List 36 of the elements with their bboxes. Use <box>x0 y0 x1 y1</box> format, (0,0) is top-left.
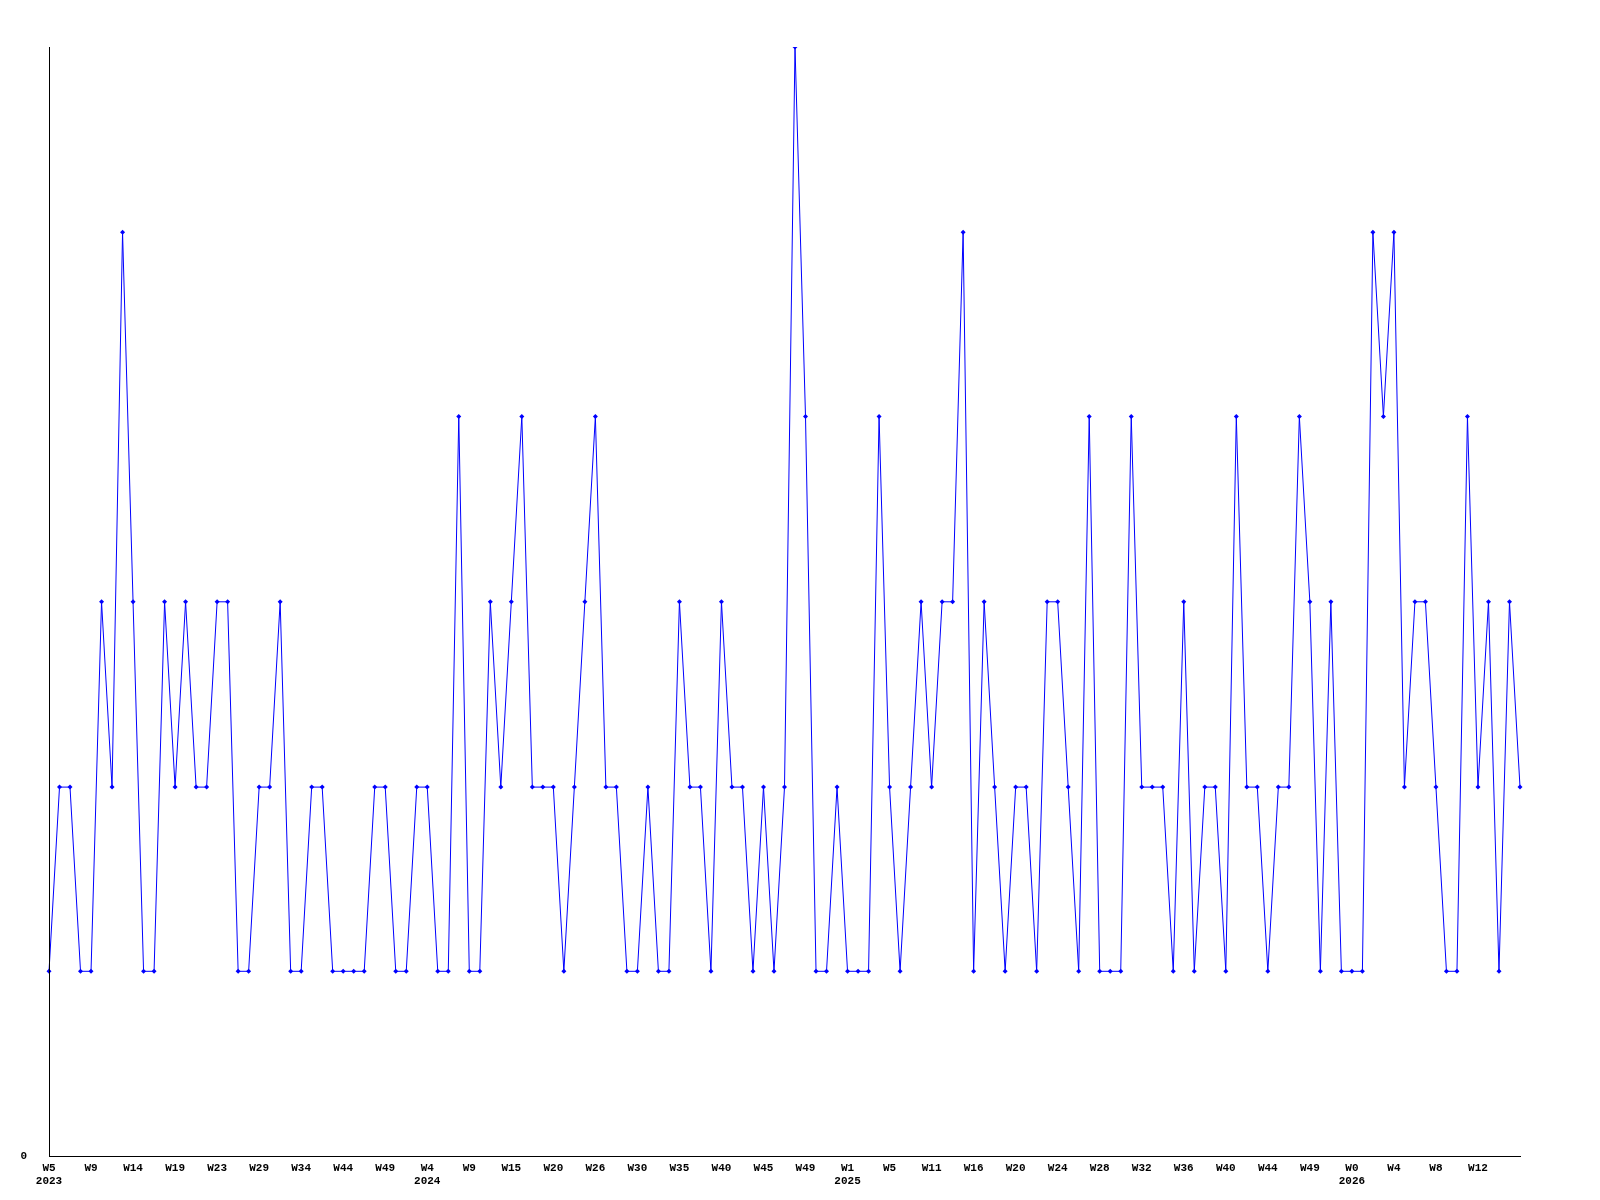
x-tick-label: W1 2025 <box>834 1161 862 1188</box>
x-tick-label: W49 <box>1299 1161 1320 1174</box>
x-tick-label: W5 <box>882 1161 897 1174</box>
x-tick-label: W5 2023 <box>35 1161 63 1188</box>
x-tick-label: W28 <box>1089 1161 1111 1174</box>
x-tick-label: W44 <box>1257 1161 1279 1174</box>
x-tick-label: W8 <box>1429 1161 1443 1174</box>
x-tick-label: W12 <box>1468 1161 1488 1174</box>
x-tick-label: W40 <box>1215 1161 1236 1174</box>
x-tick-label: W9 <box>84 1161 98 1174</box>
x-tick-label: W24 <box>1047 1161 1068 1174</box>
x-tick-label: W0 2026 <box>1338 1161 1366 1188</box>
x-tick-label: W26 <box>585 1161 606 1174</box>
x-tick-label: W35 <box>669 1161 690 1174</box>
x-tick-label: W45 <box>753 1161 774 1174</box>
x-tick-label: W49 <box>375 1161 396 1174</box>
x-tick-label: W16 <box>963 1161 984 1174</box>
x-tick-label: W4 <box>1387 1161 1401 1174</box>
x-tick-label: W36 <box>1173 1161 1194 1174</box>
x-tick-label: W44 <box>333 1161 354 1174</box>
x-tick-label: W20 <box>1005 1161 1026 1174</box>
x-tick-label: W30 <box>627 1161 648 1174</box>
x-tick-label: W23 <box>207 1161 228 1174</box>
x-tick-label: W4 2024 <box>414 1161 441 1188</box>
x-tick-label: W32 <box>1131 1161 1152 1174</box>
x-tick-label: W19 <box>165 1161 185 1174</box>
x-tick-label: W15 <box>501 1161 522 1174</box>
x-tick-label: W40 <box>711 1161 732 1174</box>
x-tick-label: W20 <box>543 1161 564 1174</box>
x-tick-label: W14 <box>123 1161 144 1174</box>
x-tick-label: W11 <box>921 1161 942 1174</box>
x-tick-label: W29 <box>249 1161 270 1174</box>
text: 0 <box>20 1150 27 1163</box>
x-tick-label: W34 <box>291 1161 312 1174</box>
x-tick-label: W49 <box>795 1161 816 1174</box>
x-tick-label: W9 <box>462 1161 476 1174</box>
